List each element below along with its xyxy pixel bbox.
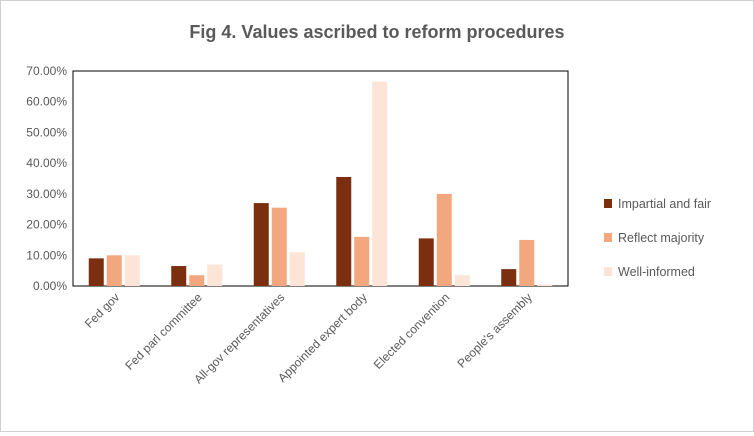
x-tick-label: People's assembly	[454, 290, 534, 370]
bar-well-informed	[454, 275, 470, 286]
y-tick-label: 10.00%	[26, 248, 67, 262]
bar-reflect-majority	[106, 255, 122, 286]
bar-well-informed	[537, 284, 553, 286]
bar-impartial-and-fair	[88, 258, 104, 286]
legend-swatch	[604, 199, 612, 208]
y-tick-label: 60.00%	[26, 95, 67, 109]
bar-impartial-and-fair	[501, 269, 517, 286]
bar-impartial-and-fair	[336, 176, 352, 286]
bar-well-informed	[124, 255, 140, 286]
plot-area-border	[72, 70, 569, 287]
y-tick-label: 20.00%	[26, 218, 67, 232]
bar-impartial-and-fair	[171, 266, 187, 286]
bar-impartial-and-fair	[253, 203, 269, 286]
legend: Impartial and fair Reflect majority Well-i…	[604, 197, 711, 279]
bar-impartial-and-fair	[418, 238, 434, 286]
y-tick-label: 70.00%	[26, 64, 67, 78]
legend-swatch	[604, 233, 612, 242]
bar-reflect-majority	[271, 207, 287, 286]
legend-swatch	[604, 267, 612, 276]
y-tick-label: 50.00%	[26, 125, 67, 139]
bar-reflect-majority	[436, 193, 452, 286]
bar-well-informed	[289, 252, 305, 286]
x-tick-label: Fed parl committee	[122, 290, 205, 373]
bar-reflect-majority	[519, 239, 535, 286]
bar-well-informed	[207, 264, 223, 286]
bar-well-informed	[372, 81, 388, 286]
x-tick-label: Fed gov	[82, 290, 123, 331]
y-axis-ticks: 0.00% 10.00% 20.00% 30.00% 40.00% 50.00% 60.00…	[26, 64, 67, 293]
y-tick-label: 40.00%	[26, 156, 67, 170]
legend-label: Reflect majority	[618, 231, 705, 245]
legend-label: Impartial and fair	[618, 197, 711, 211]
x-tick-label: All-gov representatives	[191, 290, 287, 386]
bar-reflect-majority	[189, 275, 205, 286]
legend-label: Well-informed	[618, 265, 695, 279]
x-tick-label: Appointed expert body	[275, 290, 370, 385]
bars	[88, 81, 553, 286]
x-tick-label: Elected convention	[371, 290, 453, 372]
y-tick-label: 0.00%	[33, 279, 67, 293]
chart-title: Fig 4. Values ascribed to reform procedu…	[189, 22, 564, 42]
bar-reflect-majority	[354, 236, 370, 286]
y-tick-label: 30.00%	[26, 187, 67, 201]
